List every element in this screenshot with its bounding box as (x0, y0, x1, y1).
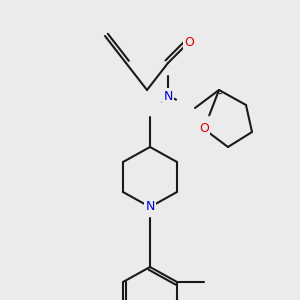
Text: N: N (145, 200, 155, 214)
Text: O: O (184, 35, 194, 49)
Text: N: N (163, 89, 173, 103)
Text: O: O (199, 122, 209, 136)
